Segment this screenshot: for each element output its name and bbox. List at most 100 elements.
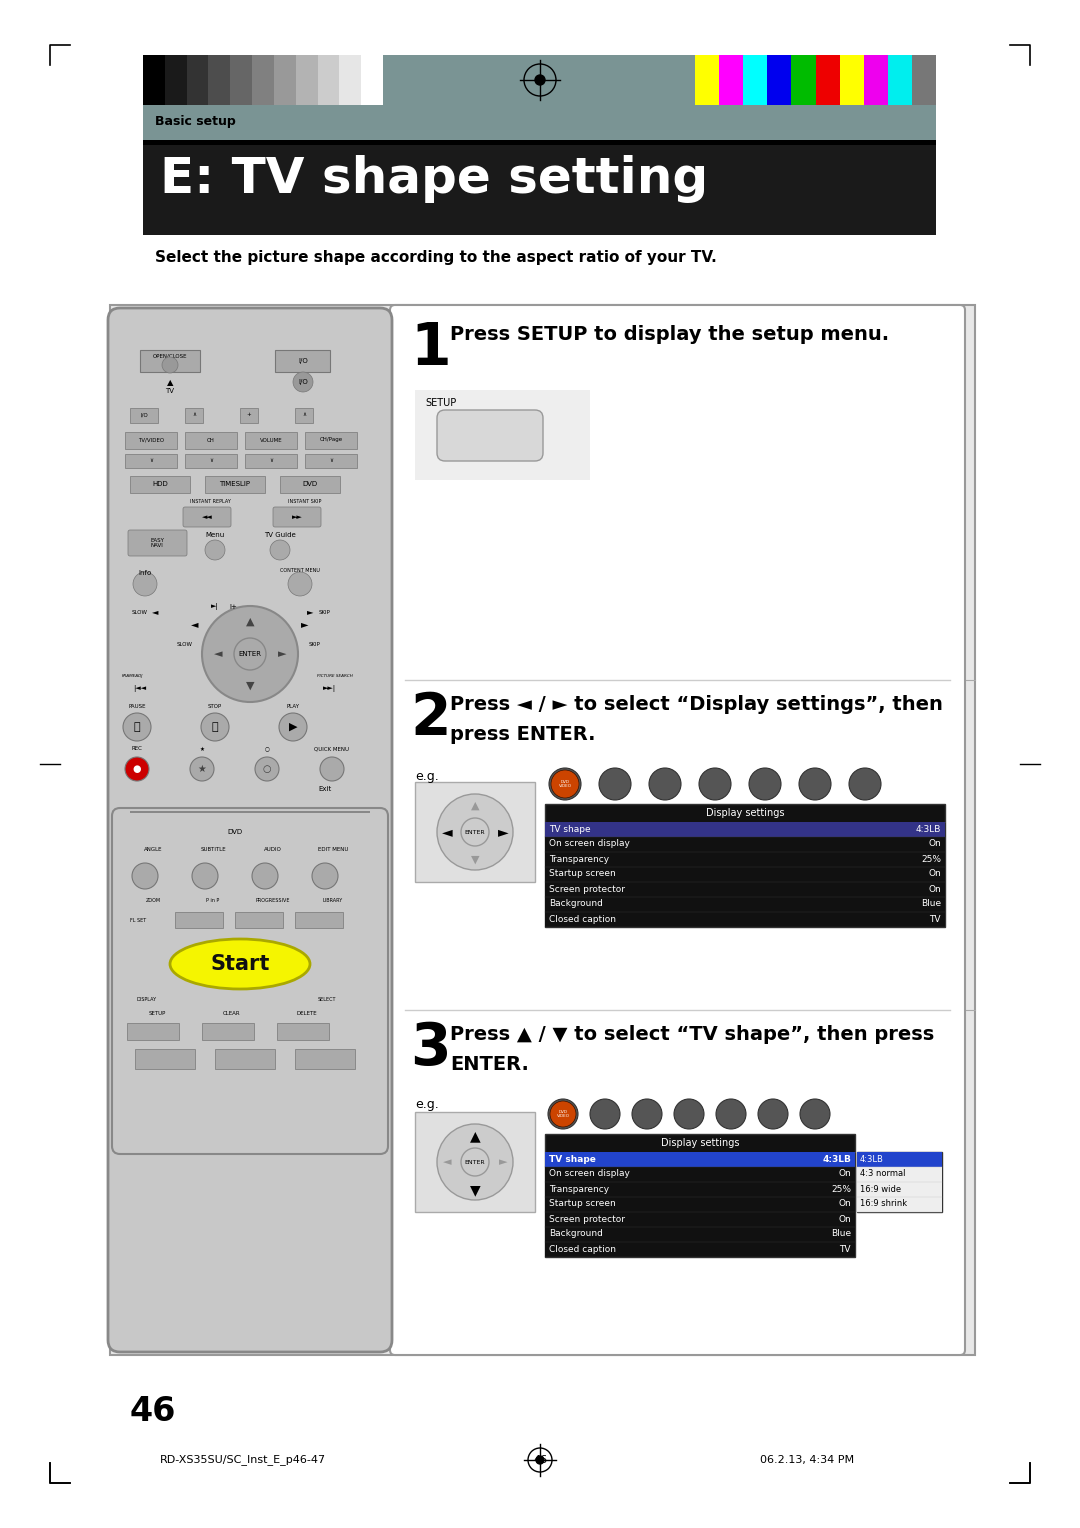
Bar	[545, 822, 945, 837]
Text: TV/VIDEO: TV/VIDEO	[138, 437, 164, 443]
Text: ◄: ◄	[443, 1157, 451, 1167]
Bar	[767, 55, 792, 105]
Text: DVD: DVD	[228, 830, 243, 834]
Bar	[545, 866, 945, 882]
FancyBboxPatch shape	[437, 410, 543, 461]
Text: ★: ★	[200, 747, 204, 752]
Bar	[295, 1050, 355, 1070]
Text: 1: 1	[410, 319, 450, 377]
Text: ▼: ▼	[246, 681, 254, 691]
Bar	[361, 55, 383, 105]
Text: TV: TV	[839, 1244, 851, 1253]
Text: e.g.: e.g.	[415, 770, 438, 782]
Text: REC: REC	[132, 747, 143, 752]
Bar	[305, 454, 357, 468]
Bar	[125, 432, 177, 449]
Text: On: On	[838, 1199, 851, 1209]
Bar	[415, 782, 535, 882]
Bar	[545, 882, 945, 897]
Text: SETUP: SETUP	[426, 397, 456, 408]
Circle shape	[461, 817, 489, 847]
Text: ◄: ◄	[442, 825, 453, 839]
Text: CONTENT MENU: CONTENT MENU	[280, 568, 320, 573]
Text: ∨: ∨	[329, 458, 333, 463]
Text: INSTANT REPLAY: INSTANT REPLAY	[190, 500, 230, 504]
Bar	[545, 912, 945, 927]
Bar	[545, 853, 945, 866]
Text: ▶: ▶	[288, 723, 297, 732]
Bar	[245, 454, 297, 468]
Bar	[792, 55, 815, 105]
Bar	[143, 145, 936, 235]
Circle shape	[549, 769, 581, 801]
Text: 46: 46	[532, 1455, 548, 1465]
FancyBboxPatch shape	[183, 507, 231, 527]
Bar	[240, 408, 258, 423]
FancyBboxPatch shape	[390, 306, 966, 1355]
Bar	[858, 1152, 942, 1212]
Text: ►|: ►|	[211, 604, 219, 611]
Text: ○: ○	[265, 747, 269, 752]
Text: Startup screen: Startup screen	[549, 869, 616, 879]
Text: ENTER: ENTER	[464, 1160, 485, 1164]
Circle shape	[190, 756, 214, 781]
Text: TV shape: TV shape	[549, 825, 591, 833]
Circle shape	[288, 571, 312, 596]
Bar	[815, 55, 839, 105]
Circle shape	[699, 769, 731, 801]
Text: 25%: 25%	[921, 854, 941, 863]
Text: HDD: HDD	[152, 481, 167, 487]
Text: 4:3LB: 4:3LB	[860, 1155, 883, 1163]
Text: EASY
NAVI: EASY NAVI	[150, 538, 164, 549]
Circle shape	[799, 769, 831, 801]
Text: SETUP: SETUP	[148, 1012, 165, 1016]
Bar	[135, 1050, 195, 1070]
Text: STOP: STOP	[207, 704, 222, 709]
Bar	[185, 408, 203, 423]
Circle shape	[550, 1102, 576, 1128]
Text: EDIT MENU: EDIT MENU	[318, 847, 348, 853]
Text: TV: TV	[930, 914, 941, 923]
Bar	[545, 1212, 855, 1227]
Circle shape	[123, 714, 151, 741]
Text: INSTANT SKIP: INSTANT SKIP	[288, 500, 322, 504]
Text: 4:3LB: 4:3LB	[822, 1155, 851, 1163]
Circle shape	[312, 863, 338, 889]
Text: CH/Page: CH/Page	[320, 437, 342, 443]
Text: Exit: Exit	[319, 785, 332, 792]
Circle shape	[548, 1099, 578, 1129]
Text: I+: I+	[229, 604, 237, 610]
Text: 3: 3	[410, 1021, 450, 1077]
Text: ◄: ◄	[191, 619, 199, 630]
Bar	[545, 1227, 855, 1242]
Bar	[252, 55, 274, 105]
Circle shape	[320, 756, 345, 781]
Text: QUICK MENU: QUICK MENU	[314, 747, 350, 752]
Text: On: On	[838, 1169, 851, 1178]
Circle shape	[599, 769, 631, 801]
Circle shape	[674, 1099, 704, 1129]
Bar	[545, 897, 945, 912]
Bar	[276, 1024, 329, 1041]
Bar	[858, 1196, 942, 1212]
Text: +: +	[246, 413, 252, 417]
Bar	[545, 837, 945, 853]
Ellipse shape	[170, 940, 310, 989]
Text: PICTURE SEARCH: PICTURE SEARCH	[318, 674, 353, 678]
Circle shape	[590, 1099, 620, 1129]
Bar	[125, 454, 177, 468]
Bar	[127, 1024, 179, 1041]
Text: FL SET: FL SET	[130, 917, 146, 923]
Circle shape	[649, 769, 681, 801]
Text: ANGLE: ANGLE	[144, 847, 162, 853]
Text: ◄: ◄	[214, 649, 222, 659]
Text: DVD: DVD	[302, 481, 318, 487]
Text: On: On	[928, 885, 941, 894]
Text: Background: Background	[549, 1230, 603, 1239]
Circle shape	[132, 863, 158, 889]
Bar	[743, 55, 767, 105]
Text: Start: Start	[211, 953, 270, 973]
Text: TIMESLIP: TIMESLIP	[219, 481, 251, 487]
Text: OPEN/CLOSE: OPEN/CLOSE	[152, 354, 187, 359]
Text: ►: ►	[307, 608, 313, 616]
